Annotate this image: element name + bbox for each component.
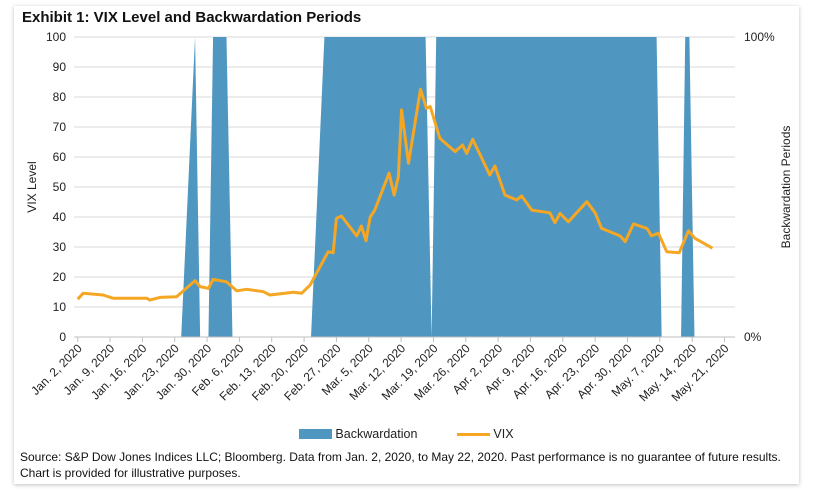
backwardation-swatch	[299, 429, 333, 439]
y-tick-label: 50	[53, 180, 67, 194]
y-right-tick-label: 0%	[744, 330, 762, 344]
legend: Backwardation VIX	[0, 427, 813, 441]
y-tick-label: 90	[53, 60, 67, 74]
y-tick-label: 70	[53, 120, 67, 134]
y-tick-label: 60	[53, 150, 67, 164]
legend-label-vix: VIX	[493, 427, 514, 441]
y-axis-label: VIX Level	[25, 161, 39, 212]
y-tick-label: 30	[53, 240, 67, 254]
source-note: Source: S&P Dow Jones Indices LLC; Bloom…	[20, 450, 781, 480]
chart-title: Exhibit 1: VIX Level and Backwardation P…	[22, 9, 362, 26]
legend-label-backwardation: Backwardation	[335, 427, 418, 441]
y-tick-label: 10	[53, 300, 67, 314]
x-tick-label: May. 21, 2020	[669, 341, 732, 404]
y-tick-label: 80	[53, 90, 67, 104]
y-tick-label: 0	[59, 330, 66, 344]
y-axis-right-label: Backwardation Periods	[779, 126, 793, 249]
backwardation-area	[77, 37, 725, 337]
legend-item-vix: VIX	[457, 427, 514, 441]
y-tick-label: 100	[46, 30, 66, 44]
y-right-tick-label: 100%	[744, 30, 775, 44]
y-tick-label: 20	[53, 270, 67, 284]
vix-line	[76, 87, 714, 302]
legend-item-backwardation: Backwardation	[299, 427, 417, 441]
vix-swatch	[457, 432, 491, 436]
y-tick-label: 40	[53, 210, 67, 224]
